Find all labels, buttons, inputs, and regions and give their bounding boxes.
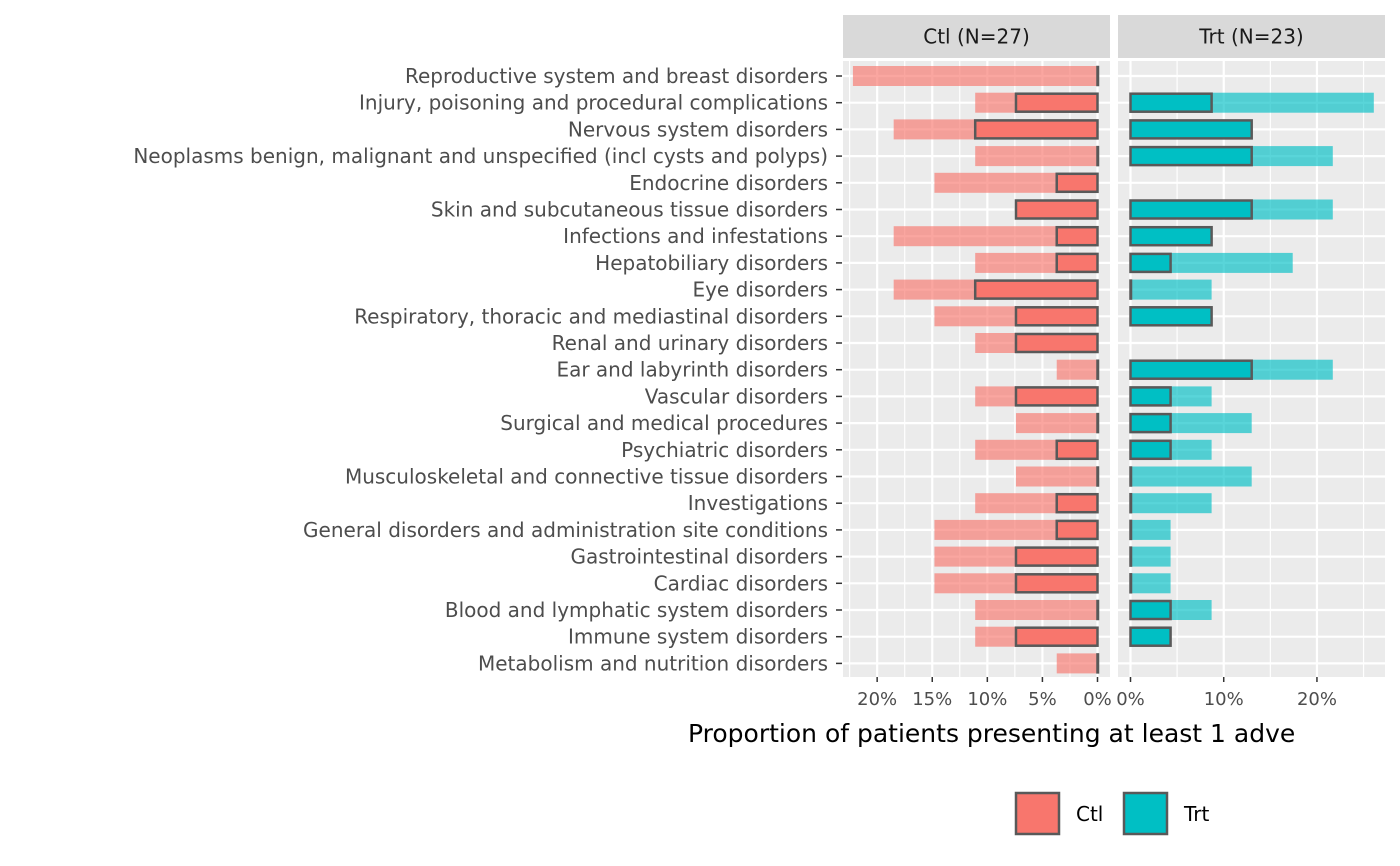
legend-label: Ctl xyxy=(1076,802,1103,826)
x-tick-label: 15% xyxy=(912,689,952,710)
outlined-bar-trt xyxy=(1129,412,1172,434)
category-label: Renal and urinary disorders xyxy=(552,331,828,355)
outlined-bar-trt xyxy=(1129,546,1133,567)
outlined-bar-ctl xyxy=(973,279,1099,300)
bar-trt xyxy=(1130,279,1212,300)
bar-ctl xyxy=(975,146,1098,167)
category-label: Ear and labyrinth disorders xyxy=(556,358,828,382)
category-label: General disorders and administration sit… xyxy=(303,518,828,542)
outlined-bar-ctl xyxy=(1014,306,1099,327)
bar-ctl xyxy=(852,66,1098,86)
category-label: Blood and lymphatic system disorders xyxy=(445,598,828,622)
outlined-bar-ctl xyxy=(1096,145,1100,167)
outlined-bar-trt xyxy=(1129,439,1172,461)
outlined-bar-trt xyxy=(1129,466,1133,487)
bar-ctl xyxy=(1056,359,1098,380)
outlined-bar-ctl xyxy=(1014,546,1099,567)
outlined-bar-ctl xyxy=(1014,626,1099,647)
outlined-bar-ctl xyxy=(1055,225,1099,247)
outlined-bar-ctl xyxy=(1014,92,1099,113)
outlined-bar-ctl xyxy=(1055,252,1099,274)
outlined-bar-ctl xyxy=(1014,199,1099,220)
x-tick-label: 5% xyxy=(1028,689,1057,710)
outlined-bar-trt xyxy=(1129,279,1133,300)
x-tick-label: 20% xyxy=(1297,689,1337,710)
category-label: Metabolism and nutrition disorders xyxy=(478,651,828,675)
outlined-bar-ctl xyxy=(1096,599,1100,621)
outlined-bar-trt xyxy=(1129,519,1133,541)
outlined-bar-trt xyxy=(1129,492,1133,514)
bar-trt xyxy=(1130,466,1252,487)
outlined-bar-trt xyxy=(1129,252,1172,274)
legend-key-trt xyxy=(1122,791,1169,836)
category-label: Musculoskeletal and connective tissue di… xyxy=(345,465,828,489)
outlined-bar-ctl xyxy=(1096,65,1100,87)
outlined-bar-ctl xyxy=(973,119,1099,140)
outlined-bar-trt xyxy=(1129,92,1213,113)
x-tick-label: 20% xyxy=(857,689,897,710)
category-label: Reproductive system and breast disorders xyxy=(405,64,828,88)
category-label: Respiratory, thoracic and mediastinal di… xyxy=(354,304,828,328)
facet-strip-label: Trt (N=23) xyxy=(1198,25,1303,49)
bar-ctl xyxy=(893,226,1098,247)
category-label: Neoplasms benign, malignant and unspecif… xyxy=(133,144,828,168)
category-label: Investigations xyxy=(688,491,828,515)
category-label: Cardiac disorders xyxy=(654,571,828,595)
category-label: Gastrointestinal disorders xyxy=(571,545,829,569)
outlined-bar-trt xyxy=(1129,199,1253,220)
bar-trt xyxy=(1130,573,1171,594)
x-tick-label: 10% xyxy=(1204,689,1244,710)
facet-strip-2 xyxy=(1118,15,1385,58)
facet-strip-1 xyxy=(843,15,1110,58)
outlined-bar-ctl xyxy=(1096,466,1100,487)
category-label: Psychiatric disorders xyxy=(621,438,828,462)
bar-ctl xyxy=(1015,413,1098,434)
category-label: Hepatobiliary disorders xyxy=(595,251,828,275)
category-label: Skin and subcutaneous tissue disorders xyxy=(431,198,828,222)
outlined-bar-ctl xyxy=(1055,172,1099,194)
category-label: Surgical and medical procedures xyxy=(500,411,828,435)
outlined-bar-ctl xyxy=(1055,439,1099,461)
outlined-bar-trt xyxy=(1129,599,1172,621)
bar-trt xyxy=(1130,519,1171,540)
bar-trt xyxy=(1130,546,1171,567)
outlined-bar-ctl xyxy=(1014,332,1099,354)
outlined-bar-trt xyxy=(1129,573,1133,594)
outlined-bar-ctl xyxy=(1096,412,1100,434)
outlined-bar-trt xyxy=(1129,119,1253,140)
outlined-bar-ctl xyxy=(1055,519,1099,541)
outlined-bar-ctl xyxy=(1096,653,1100,674)
x-axis-title: Proportion of patients presenting at lea… xyxy=(688,719,1295,748)
legend-key-ctl xyxy=(1014,791,1061,836)
x-tick-label: 0% xyxy=(1083,689,1112,710)
category-label: Endocrine disorders xyxy=(629,171,828,195)
bar-ctl xyxy=(975,600,1098,620)
outlined-bar-trt xyxy=(1129,145,1253,167)
category-label: Vascular disorders xyxy=(645,384,828,408)
category-label: Eye disorders xyxy=(692,278,828,302)
outlined-bar-trt xyxy=(1129,359,1253,380)
bar-ctl xyxy=(1056,653,1098,674)
outlined-bar-ctl xyxy=(1014,573,1099,594)
category-label: Immune system disorders xyxy=(568,625,828,649)
outlined-bar-trt xyxy=(1129,225,1213,247)
category-label: Nervous system disorders xyxy=(568,117,828,141)
bar-trt xyxy=(1130,493,1212,514)
bar-ctl xyxy=(1015,466,1098,487)
facet-strip-label: Ctl (N=27) xyxy=(923,25,1030,49)
outlined-bar-ctl xyxy=(1014,386,1099,407)
outlined-bar-ctl xyxy=(1055,492,1099,514)
x-tick-label: 10% xyxy=(967,689,1007,710)
category-label: Infections and infestations xyxy=(563,224,828,248)
outlined-bar-trt xyxy=(1129,306,1213,327)
outlined-bar-trt xyxy=(1129,626,1172,647)
outlined-bar-ctl xyxy=(1096,359,1100,380)
x-tick-label: 0% xyxy=(1116,689,1145,710)
outlined-bar-trt xyxy=(1129,386,1172,407)
category-label: Injury, poisoning and procedural complic… xyxy=(359,91,828,115)
legend-label: Trt xyxy=(1183,802,1210,826)
